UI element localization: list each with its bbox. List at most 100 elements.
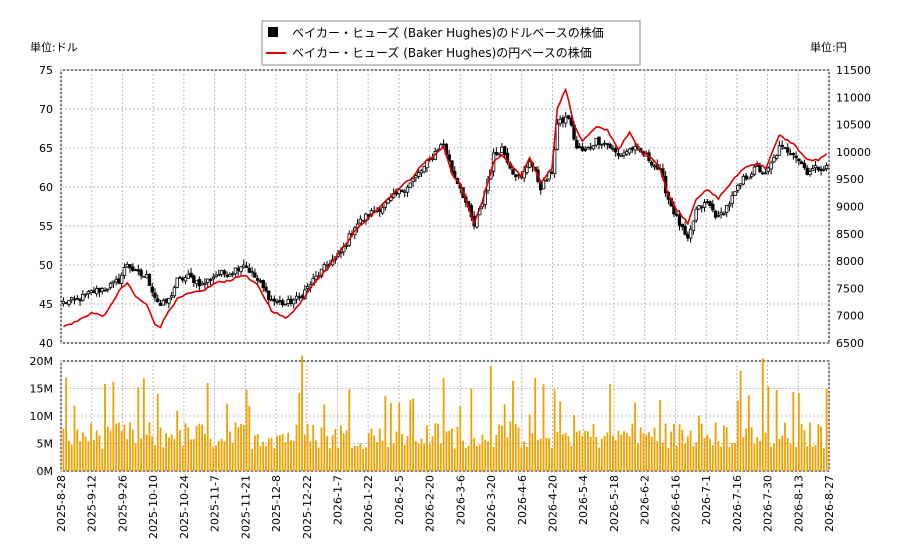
volume-bar: [653, 427, 656, 471]
volume-bar: [817, 424, 820, 471]
volume-bar: [692, 446, 695, 471]
date-tick-label: 2025-9-12: [86, 475, 99, 532]
candle-body: [691, 220, 696, 232]
volume-bar: [659, 400, 661, 471]
candle-body: [772, 157, 776, 163]
volume-bar: [667, 448, 670, 471]
candle-body: [411, 178, 415, 182]
candle-body: [755, 165, 759, 167]
candle-body: [83, 293, 88, 296]
volume-bar: [636, 443, 639, 471]
candle-body: [183, 277, 188, 282]
volume-bar: [68, 440, 70, 471]
volume-bar: [814, 445, 817, 471]
volume-bar: [229, 431, 231, 471]
volume-bar: [495, 434, 498, 471]
volume-bar: [301, 355, 303, 471]
candle-body: [294, 295, 299, 300]
volume-bar: [328, 448, 331, 471]
volume-bar: [806, 446, 809, 471]
volume-bar: [484, 439, 487, 471]
volume-bar: [520, 447, 523, 471]
volume-bar: [340, 425, 342, 471]
candle-body: [383, 202, 388, 208]
candle-body: [580, 146, 585, 151]
volume-bar: [476, 445, 478, 471]
date-tick-label: 2026-6-16: [669, 475, 682, 532]
volume-bar: [154, 445, 156, 471]
volume-bar: [326, 436, 328, 471]
volume-bar: [556, 431, 559, 471]
volume-bar: [117, 422, 120, 471]
candle-body: [566, 115, 571, 119]
candle-body: [208, 279, 213, 281]
volume-bar: [170, 434, 173, 471]
volume-bar: [104, 383, 106, 471]
candle-body: [824, 165, 829, 170]
volume-bar: [745, 428, 748, 471]
volume-bar: [786, 437, 789, 471]
volume-bar: [764, 432, 767, 471]
candle-body: [697, 205, 701, 210]
candle-body: [597, 136, 601, 145]
candle-body: [261, 280, 265, 289]
volume-bar: [487, 441, 489, 471]
candle-body: [708, 201, 712, 207]
candle-body: [117, 278, 121, 284]
volume-bar: [351, 448, 353, 471]
candle-body: [380, 207, 385, 214]
volume-bar: [670, 431, 673, 471]
volume-bar: [284, 442, 287, 471]
volume-bar: [437, 423, 439, 471]
volume-bar: [809, 422, 811, 471]
volume-bar: [367, 433, 370, 471]
candle-body: [500, 146, 504, 154]
volume-bar: [395, 431, 398, 471]
candle-body: [414, 175, 418, 179]
volume-bar: [620, 434, 623, 471]
candle-body: [128, 264, 132, 269]
candle-body: [75, 297, 79, 300]
candle-body: [394, 191, 399, 195]
volume-bar: [409, 400, 412, 471]
volume-bar: [617, 430, 620, 471]
volume-bar: [101, 448, 104, 471]
volume-bar: [700, 423, 703, 471]
yen-tick-label: 11000: [836, 91, 871, 104]
candle-body: [594, 137, 598, 146]
candle-body: [605, 143, 610, 145]
candle-body: [230, 273, 235, 275]
candle-body: [269, 299, 274, 302]
candle-body: [81, 293, 85, 301]
volume-bar: [287, 432, 290, 471]
volume-bar: [625, 432, 628, 471]
candle-body: [103, 289, 107, 292]
candle-body: [139, 269, 143, 276]
candle-body: [819, 168, 823, 172]
candle-body: [422, 166, 426, 173]
volume-bar: [389, 403, 392, 471]
volume-bar: [87, 441, 90, 471]
candle-body: [297, 296, 301, 299]
left-unit-label: 単位:ドル: [30, 40, 78, 54]
volume-bar: [675, 445, 678, 471]
volume-bar: [592, 423, 595, 471]
volume-bar: [759, 440, 761, 471]
volume-bar: [290, 440, 292, 471]
candle-body: [92, 290, 96, 294]
candle-body: [716, 214, 721, 217]
volume-bar: [684, 444, 686, 471]
volume-bar: [253, 435, 256, 471]
candle-body: [544, 179, 549, 182]
candle-body: [314, 275, 318, 280]
volume-bar: [109, 430, 112, 471]
date-tick-label: 2026-1-22: [362, 475, 375, 532]
volume-bar: [528, 414, 531, 471]
volume-bar: [204, 434, 206, 471]
volume-bar: [384, 396, 387, 471]
candle-body: [200, 282, 204, 286]
candle-body: [258, 280, 263, 283]
date-tick-label: 2025-11-21: [239, 475, 252, 539]
candle-body: [236, 268, 240, 272]
volume-bar: [276, 435, 278, 471]
